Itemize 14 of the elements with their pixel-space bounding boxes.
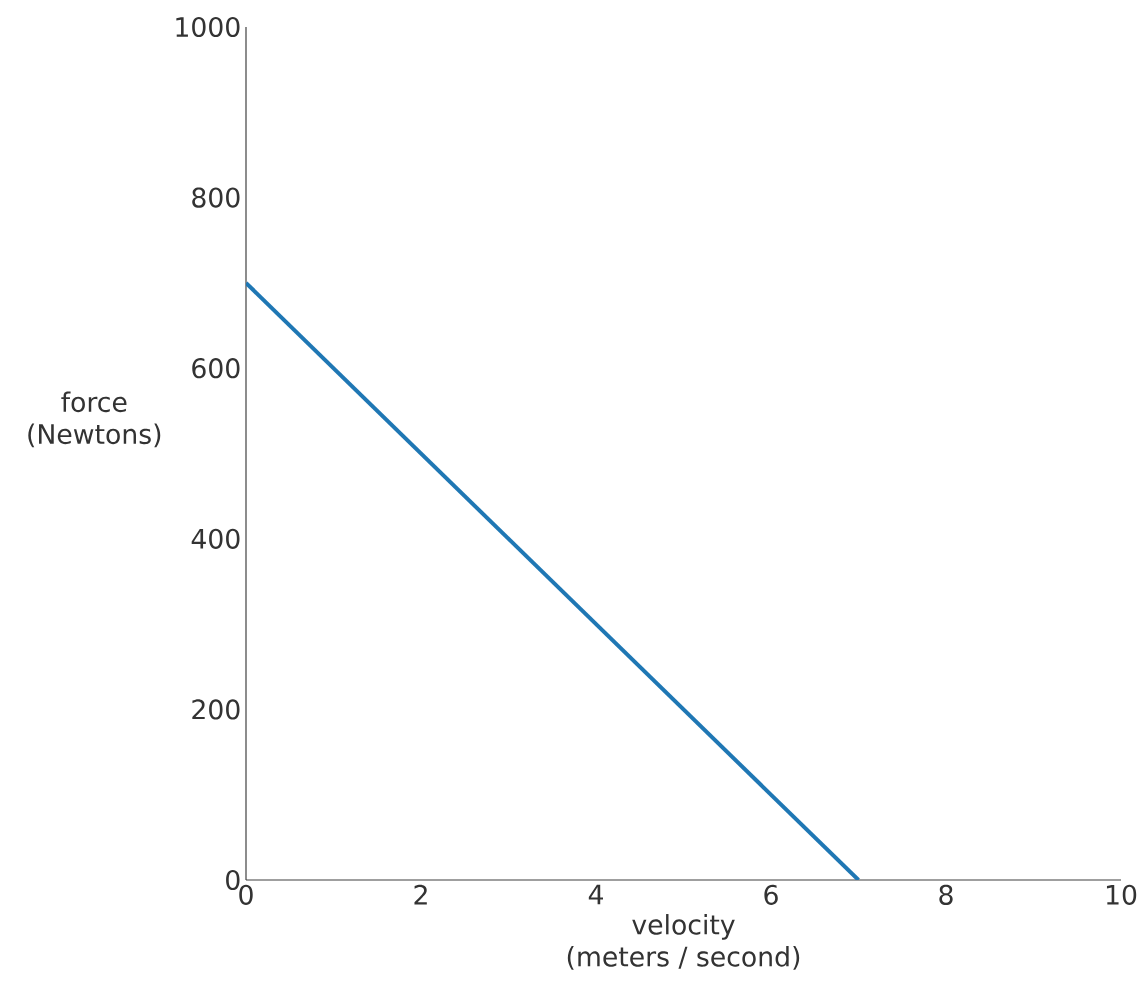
x-tick-label: 8 <box>939 884 953 905</box>
x-tick-label: 0 <box>239 884 253 905</box>
y-tick-label: 800 <box>192 187 240 208</box>
x-tick-label: 6 <box>764 884 778 905</box>
x-tick-label: 10 <box>1106 884 1137 905</box>
y-axis-title: force (Newtons) <box>28 391 161 448</box>
y-tick-label: 200 <box>192 699 240 720</box>
x-tick-label: 4 <box>588 884 603 905</box>
x-tick-label: 2 <box>414 884 427 905</box>
y-tick-label: 1000 <box>176 16 240 38</box>
y-tick-label: 0 <box>226 869 240 891</box>
x-axis-title: velocity (meters / second) <box>567 914 800 970</box>
y-tick-label: 400 <box>191 528 240 549</box>
y-tick-label: 600 <box>192 358 240 379</box>
